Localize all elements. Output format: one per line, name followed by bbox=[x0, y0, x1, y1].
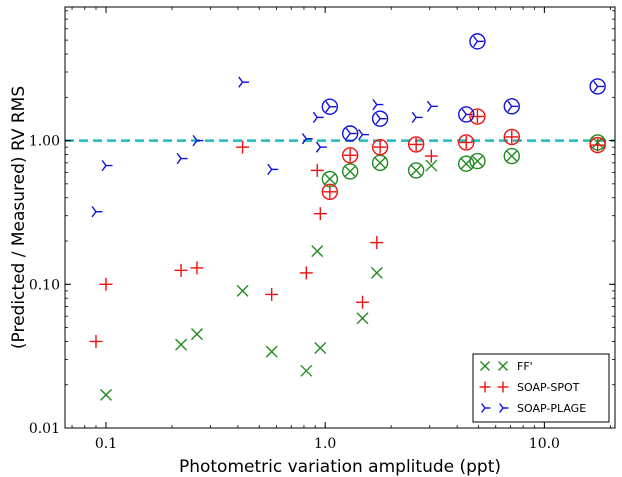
point-plus-marker bbox=[174, 263, 188, 277]
highlight-circle bbox=[371, 110, 389, 127]
point-plus-marker bbox=[505, 130, 519, 144]
point-plus-marker bbox=[424, 149, 438, 163]
point-plus-marker bbox=[313, 207, 327, 221]
highlight-circle bbox=[321, 98, 339, 115]
point-tri-marker bbox=[507, 100, 519, 112]
highlight-circle bbox=[469, 33, 486, 50]
point-plus-marker bbox=[299, 266, 313, 280]
point-plus-marker bbox=[409, 137, 423, 151]
highlight-circle bbox=[503, 98, 520, 115]
point-plus-marker bbox=[356, 295, 370, 309]
point-x-marker bbox=[374, 156, 387, 169]
highlight-circle bbox=[321, 170, 339, 188]
point-plus-marker bbox=[459, 135, 473, 149]
point-tri-marker bbox=[481, 403, 491, 413]
point-x-marker bbox=[236, 284, 249, 297]
x-tick-label: 10.0 bbox=[529, 436, 560, 452]
point-tri-marker bbox=[325, 101, 337, 113]
point-tri-marker bbox=[192, 134, 204, 147]
y-axis-label: (Predicted / Measured) RV RMS bbox=[9, 86, 29, 349]
x-tick-label: 0.1 bbox=[95, 436, 117, 452]
point-x-marker bbox=[505, 150, 518, 163]
point-plus-marker bbox=[236, 140, 250, 154]
highlight-circle bbox=[341, 125, 359, 142]
legend-label: SOAP-PLAGE bbox=[517, 402, 586, 415]
point-plus-marker bbox=[190, 261, 204, 275]
highlight-circle bbox=[371, 138, 389, 156]
point-x-marker bbox=[314, 342, 327, 355]
point-tri-marker bbox=[315, 141, 327, 153]
point-plus-marker bbox=[89, 334, 103, 348]
point-tri-marker bbox=[345, 127, 357, 140]
highlight-circle bbox=[458, 155, 475, 172]
highlight-circle bbox=[341, 147, 359, 164]
point-tri-marker bbox=[472, 35, 484, 47]
highlight-circle bbox=[407, 162, 425, 179]
point-plus-marker bbox=[373, 140, 387, 154]
point-tri-marker bbox=[301, 133, 313, 145]
point-plus-marker bbox=[265, 287, 279, 301]
point-tri-marker bbox=[238, 76, 250, 88]
highlight-circle bbox=[503, 147, 520, 165]
y-tick-label: 0.10 bbox=[29, 277, 60, 293]
point-plus-marker bbox=[99, 277, 113, 291]
legend-label: FF' bbox=[517, 360, 533, 373]
highlight-circle bbox=[589, 78, 606, 95]
highlight-circle bbox=[503, 128, 520, 146]
point-tri-marker bbox=[499, 403, 509, 413]
plot-frame bbox=[64, 6, 616, 429]
point-x-marker bbox=[425, 159, 438, 172]
point-x-marker bbox=[311, 245, 324, 258]
point-x-marker bbox=[190, 328, 203, 341]
point-tri-marker bbox=[426, 100, 438, 112]
point-plus-marker bbox=[323, 185, 337, 199]
point-tri-marker bbox=[176, 152, 188, 165]
highlight-circle bbox=[589, 136, 606, 154]
point-x-marker bbox=[175, 338, 188, 351]
point-tri-marker bbox=[312, 111, 324, 124]
point-tri-marker bbox=[372, 98, 384, 111]
point-tri-marker bbox=[91, 206, 103, 218]
highlight-circle bbox=[321, 183, 339, 201]
point-x-marker bbox=[498, 361, 508, 371]
legend-label: SOAP-SPOT bbox=[517, 381, 580, 394]
y-tick-label: 0.01 bbox=[29, 421, 60, 437]
point-x-marker bbox=[344, 165, 357, 178]
highlight-circle bbox=[458, 106, 475, 123]
point-tri-marker bbox=[358, 129, 370, 141]
x-tick-label: 1.0 bbox=[314, 436, 336, 452]
point-plus-marker bbox=[343, 148, 357, 162]
point-x-marker bbox=[370, 266, 383, 279]
point-x-marker bbox=[265, 345, 278, 358]
point-x-marker bbox=[356, 312, 369, 325]
point-plus-marker bbox=[310, 163, 324, 177]
point-x-marker bbox=[100, 388, 113, 401]
point-x-marker bbox=[410, 164, 423, 177]
legend-box bbox=[472, 353, 610, 423]
data-marks bbox=[89, 33, 606, 401]
point-tri-marker bbox=[267, 163, 279, 176]
highlight-circle bbox=[341, 163, 359, 180]
point-plus-marker bbox=[479, 381, 491, 393]
point-tri-marker bbox=[461, 108, 473, 121]
highlight-circle bbox=[469, 108, 486, 125]
axis-ticks: 0.1 1.0 10.0 0.01 0.10 1.00 bbox=[29, 7, 615, 452]
point-x-marker bbox=[480, 361, 490, 371]
point-tri-marker bbox=[101, 159, 113, 172]
highlight-circle bbox=[469, 152, 486, 170]
y-tick-label: 1.00 bbox=[29, 134, 60, 150]
point-plus-marker bbox=[370, 236, 384, 250]
x-axis-label: Photometric variation amplitude (ppt) bbox=[179, 457, 501, 477]
point-tri-marker bbox=[411, 111, 423, 124]
point-x-marker bbox=[323, 173, 336, 186]
highlight-circle bbox=[458, 134, 475, 151]
point-tri-marker bbox=[375, 113, 387, 125]
highlight-circle bbox=[407, 136, 425, 153]
point-x-marker bbox=[300, 364, 313, 377]
point-plus-marker bbox=[497, 381, 509, 393]
point-tri-marker bbox=[593, 80, 605, 93]
legend: FF' SOAP-SPOT SOAP-PLAGE bbox=[472, 353, 610, 423]
